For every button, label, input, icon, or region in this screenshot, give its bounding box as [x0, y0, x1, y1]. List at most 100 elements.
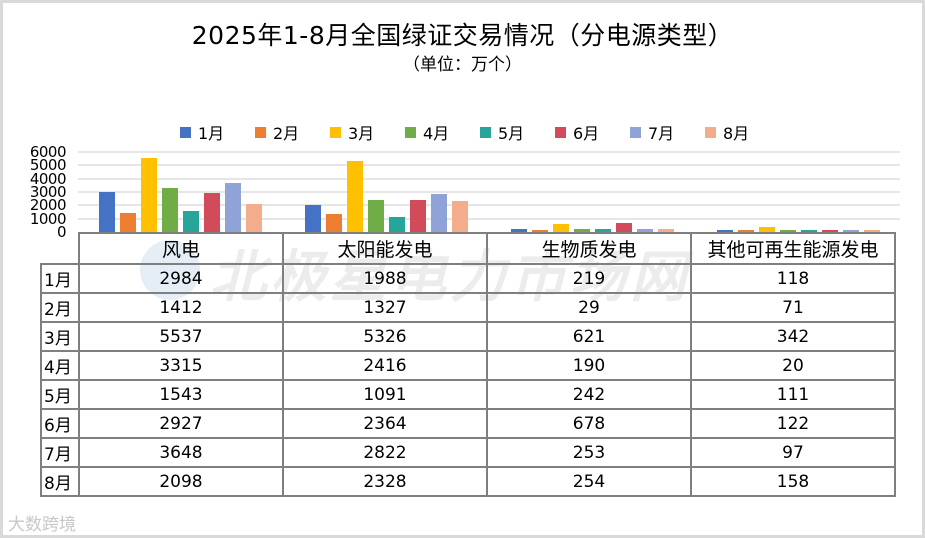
legend-label: 6月 [573, 124, 600, 143]
table-corner [41, 233, 80, 265]
table-cell: 2416 [282, 350, 488, 381]
table-row: 5月 1543 1091 242 111 [40, 379, 896, 410]
bar [225, 183, 241, 232]
bar [532, 230, 548, 232]
legend-item: 5月 [480, 120, 555, 144]
legend-label: 2月 [273, 124, 300, 143]
table-header-row: 风电 太阳能发电 生物质发电 其他可再生能源发电 [41, 232, 896, 265]
legend-label: 4月 [423, 124, 450, 143]
bar [141, 158, 157, 232]
y-axis-tick-label: 5000 [29, 156, 67, 175]
y-axis-tick-label: 3000 [29, 183, 67, 201]
table-row: 2月 1412 1327 29 71 [40, 292, 896, 323]
bar [822, 230, 838, 232]
row-label: 3月 [40, 321, 80, 352]
table-row: 8月 2098 2328 254 158 [40, 466, 896, 497]
table-cell: 254 [486, 466, 692, 497]
table-cell: 1412 [78, 292, 284, 323]
row-label: 6月 [40, 408, 80, 439]
gridline [78, 151, 900, 153]
bar [431, 194, 447, 232]
legend-item: 7月 [630, 120, 705, 144]
y-axis-tick-label: 0 [56, 223, 67, 241]
legend-swatch-icon [705, 126, 716, 138]
table-cell: 2927 [78, 408, 284, 439]
bar [305, 205, 321, 232]
bar [843, 230, 859, 232]
table-cell: 5537 [78, 321, 284, 352]
y-axis-tick-label: 4000 [29, 169, 67, 188]
table-cell: 2098 [78, 466, 284, 497]
bar [574, 229, 590, 232]
bar [864, 229, 880, 232]
bar [99, 192, 115, 232]
y-axis-tick-label: 2000 [29, 196, 67, 215]
bar [616, 222, 632, 232]
bar [780, 230, 796, 232]
bar [717, 230, 733, 232]
column-header: 风电 [78, 232, 284, 265]
table-cell: 1543 [78, 379, 284, 410]
y-axis-tick-label: 1000 [29, 209, 67, 228]
table-cell: 29 [486, 292, 692, 323]
table-cell: 621 [486, 321, 692, 352]
row-label: 4月 [40, 350, 80, 381]
bar [553, 223, 569, 232]
row-label: 8月 [40, 466, 80, 497]
table-row: 3月 5537 5326 621 342 [40, 321, 896, 352]
bar [637, 228, 653, 232]
corner-watermark: 大数跨境 [8, 515, 76, 535]
gridline [78, 164, 900, 167]
legend-swatch-icon [330, 126, 341, 138]
legend-item: 2月 [255, 120, 330, 144]
table-cell: 5326 [282, 321, 488, 352]
bar [738, 230, 754, 232]
legend-label: 8月 [723, 124, 750, 143]
table-row: 6月 2927 2364 678 122 [40, 408, 896, 439]
table-cell: 1091 [282, 379, 488, 410]
table-cell: 111 [690, 379, 896, 410]
bar [120, 213, 136, 232]
legend-item: 1月 [180, 120, 255, 144]
legend-swatch-icon [255, 126, 266, 138]
row-label: 5月 [40, 379, 80, 410]
data-table: 风电 太阳能发电 生物质发电 其他可再生能源发电 1月 2984 1988 219 118 2月 1… [40, 232, 896, 497]
table-cell: 97 [690, 437, 896, 468]
table-cell: 122 [690, 408, 896, 439]
gridline [78, 191, 900, 193]
legend-item: 8月 [705, 120, 780, 144]
bar [389, 217, 405, 232]
bar [347, 160, 363, 232]
table-row: 7月 3648 2822 253 97 [40, 437, 896, 468]
bar [183, 211, 199, 232]
table-cell: 242 [486, 379, 692, 410]
bar [595, 228, 611, 232]
table-cell: 2822 [282, 437, 488, 468]
table-cell: 3315 [78, 350, 284, 381]
table-cell: 342 [690, 321, 896, 352]
legend-label: 7月 [648, 124, 675, 143]
bar [162, 187, 178, 232]
legend-item: 3月 [330, 120, 405, 144]
table-row: 1月 2984 1988 219 118 [40, 263, 896, 294]
legend-swatch-icon [180, 126, 191, 138]
table-row: 4月 3315 2416 190 20 [40, 350, 896, 381]
bar [246, 204, 262, 232]
bar [410, 200, 426, 232]
table-cell: 118 [690, 263, 896, 294]
table-cell: 2328 [282, 466, 488, 497]
bar [452, 200, 468, 232]
legend-item: 6月 [555, 120, 630, 144]
table-cell: 2984 [78, 263, 284, 294]
bar [368, 199, 384, 232]
table-cell: 253 [486, 437, 692, 468]
legend-swatch-icon [630, 126, 641, 138]
table-cell: 190 [486, 350, 692, 381]
bar [204, 192, 220, 232]
column-header: 其他可再生能源发电 [690, 232, 896, 265]
bar [326, 214, 342, 232]
table-cell: 71 [690, 292, 896, 323]
legend-label: 5月 [498, 124, 525, 143]
row-label: 2月 [40, 292, 80, 323]
